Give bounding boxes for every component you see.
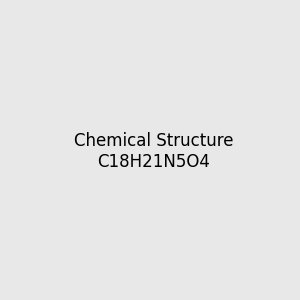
Text: Chemical Structure
C18H21N5O4: Chemical Structure C18H21N5O4 xyxy=(74,132,233,171)
